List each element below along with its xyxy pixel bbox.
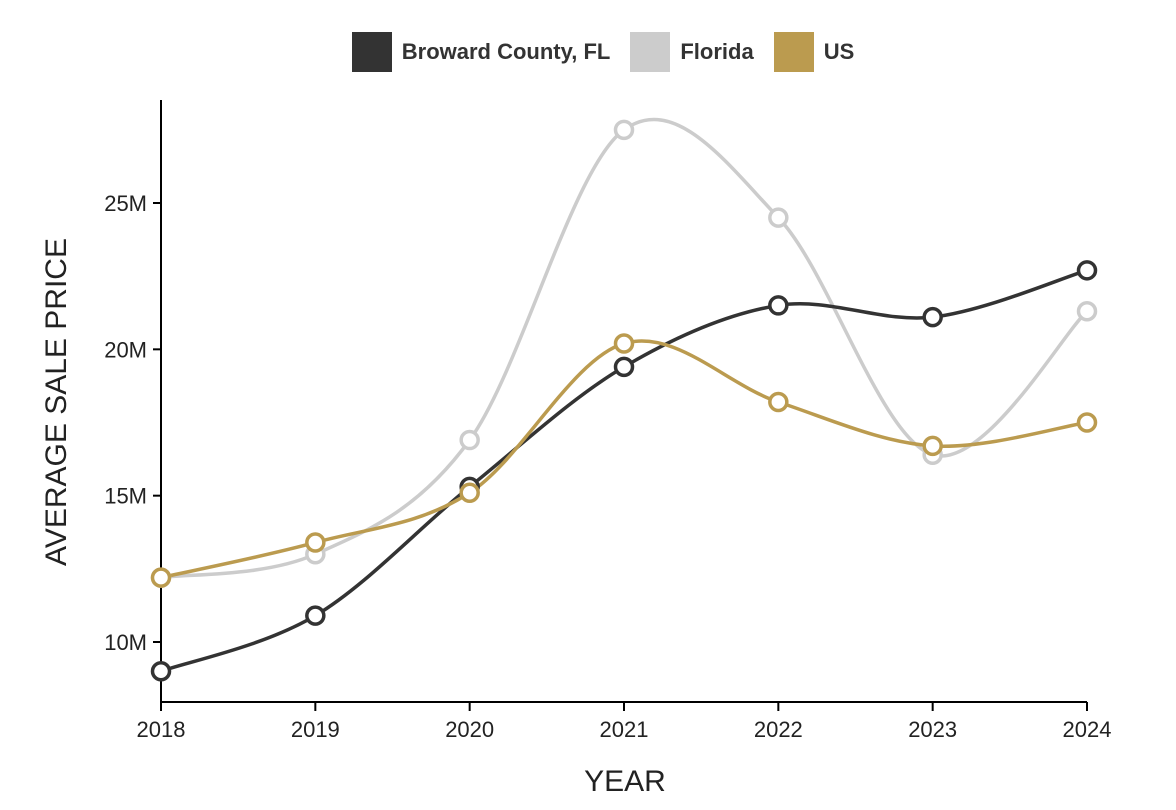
- x-axis-title: YEAR: [584, 765, 666, 798]
- legend: Broward County, FL Florida US: [0, 32, 1176, 72]
- data-point-us[interactable]: [768, 391, 789, 413]
- series-line-broward-county: [160, 268, 1088, 673]
- axes: 10M 15M 20M 25M 2018 2019 2020 2021 2022 2023 2024: [104, 100, 1111, 742]
- data-point-florida[interactable]: [768, 207, 789, 228]
- legend-swatch-florida: [630, 32, 671, 72]
- y-tick-label: 15M: [104, 484, 147, 509]
- data-point-florida[interactable]: [459, 429, 480, 451]
- legend-swatch-broward: [351, 32, 392, 72]
- data-point-us[interactable]: [459, 482, 480, 503]
- legend-swatch-us: [773, 32, 814, 72]
- data-point-florida[interactable]: [1076, 301, 1098, 322]
- series-lines: [160, 117, 1089, 673]
- y-tick-label: 20M: [104, 337, 147, 362]
- series-points: [150, 119, 1098, 682]
- data-point-us[interactable]: [305, 532, 326, 553]
- x-tick-label: 2022: [754, 717, 803, 742]
- x-tick-label: 2021: [600, 717, 649, 742]
- data-point-broward-county[interactable]: [768, 295, 789, 316]
- data-point-us[interactable]: [922, 435, 943, 457]
- x-tick-label: 2020: [445, 717, 494, 742]
- data-point-broward-county[interactable]: [305, 605, 326, 626]
- data-point-us[interactable]: [1076, 412, 1098, 433]
- y-tick-label: 10M: [104, 630, 147, 655]
- data-point-broward-county[interactable]: [922, 306, 943, 328]
- x-tick-label: 2019: [291, 717, 340, 742]
- legend-label-florida: Florida: [680, 39, 754, 64]
- legend-item-us[interactable]: US: [773, 32, 855, 72]
- data-point-us[interactable]: [150, 567, 172, 588]
- x-tick-label: 2018: [137, 717, 186, 742]
- legend-item-broward[interactable]: Broward County, FL: [351, 32, 611, 72]
- data-point-florida[interactable]: [613, 119, 635, 141]
- data-point-broward-county[interactable]: [1076, 260, 1098, 281]
- legend-label-broward: Broward County, FL: [401, 39, 611, 64]
- legend-label-us: US: [823, 39, 855, 64]
- data-point-broward-county[interactable]: [150, 661, 172, 682]
- x-tick-label: 2023: [908, 717, 957, 742]
- y-axis-title: AVERAGE SALE PRICE: [40, 238, 73, 566]
- y-tick-label: 25M: [104, 191, 147, 216]
- x-tick-label: 2024: [1063, 717, 1112, 742]
- data-point-broward-county[interactable]: [613, 356, 635, 378]
- data-point-us[interactable]: [613, 333, 635, 354]
- legend-item-florida[interactable]: Florida: [630, 32, 754, 72]
